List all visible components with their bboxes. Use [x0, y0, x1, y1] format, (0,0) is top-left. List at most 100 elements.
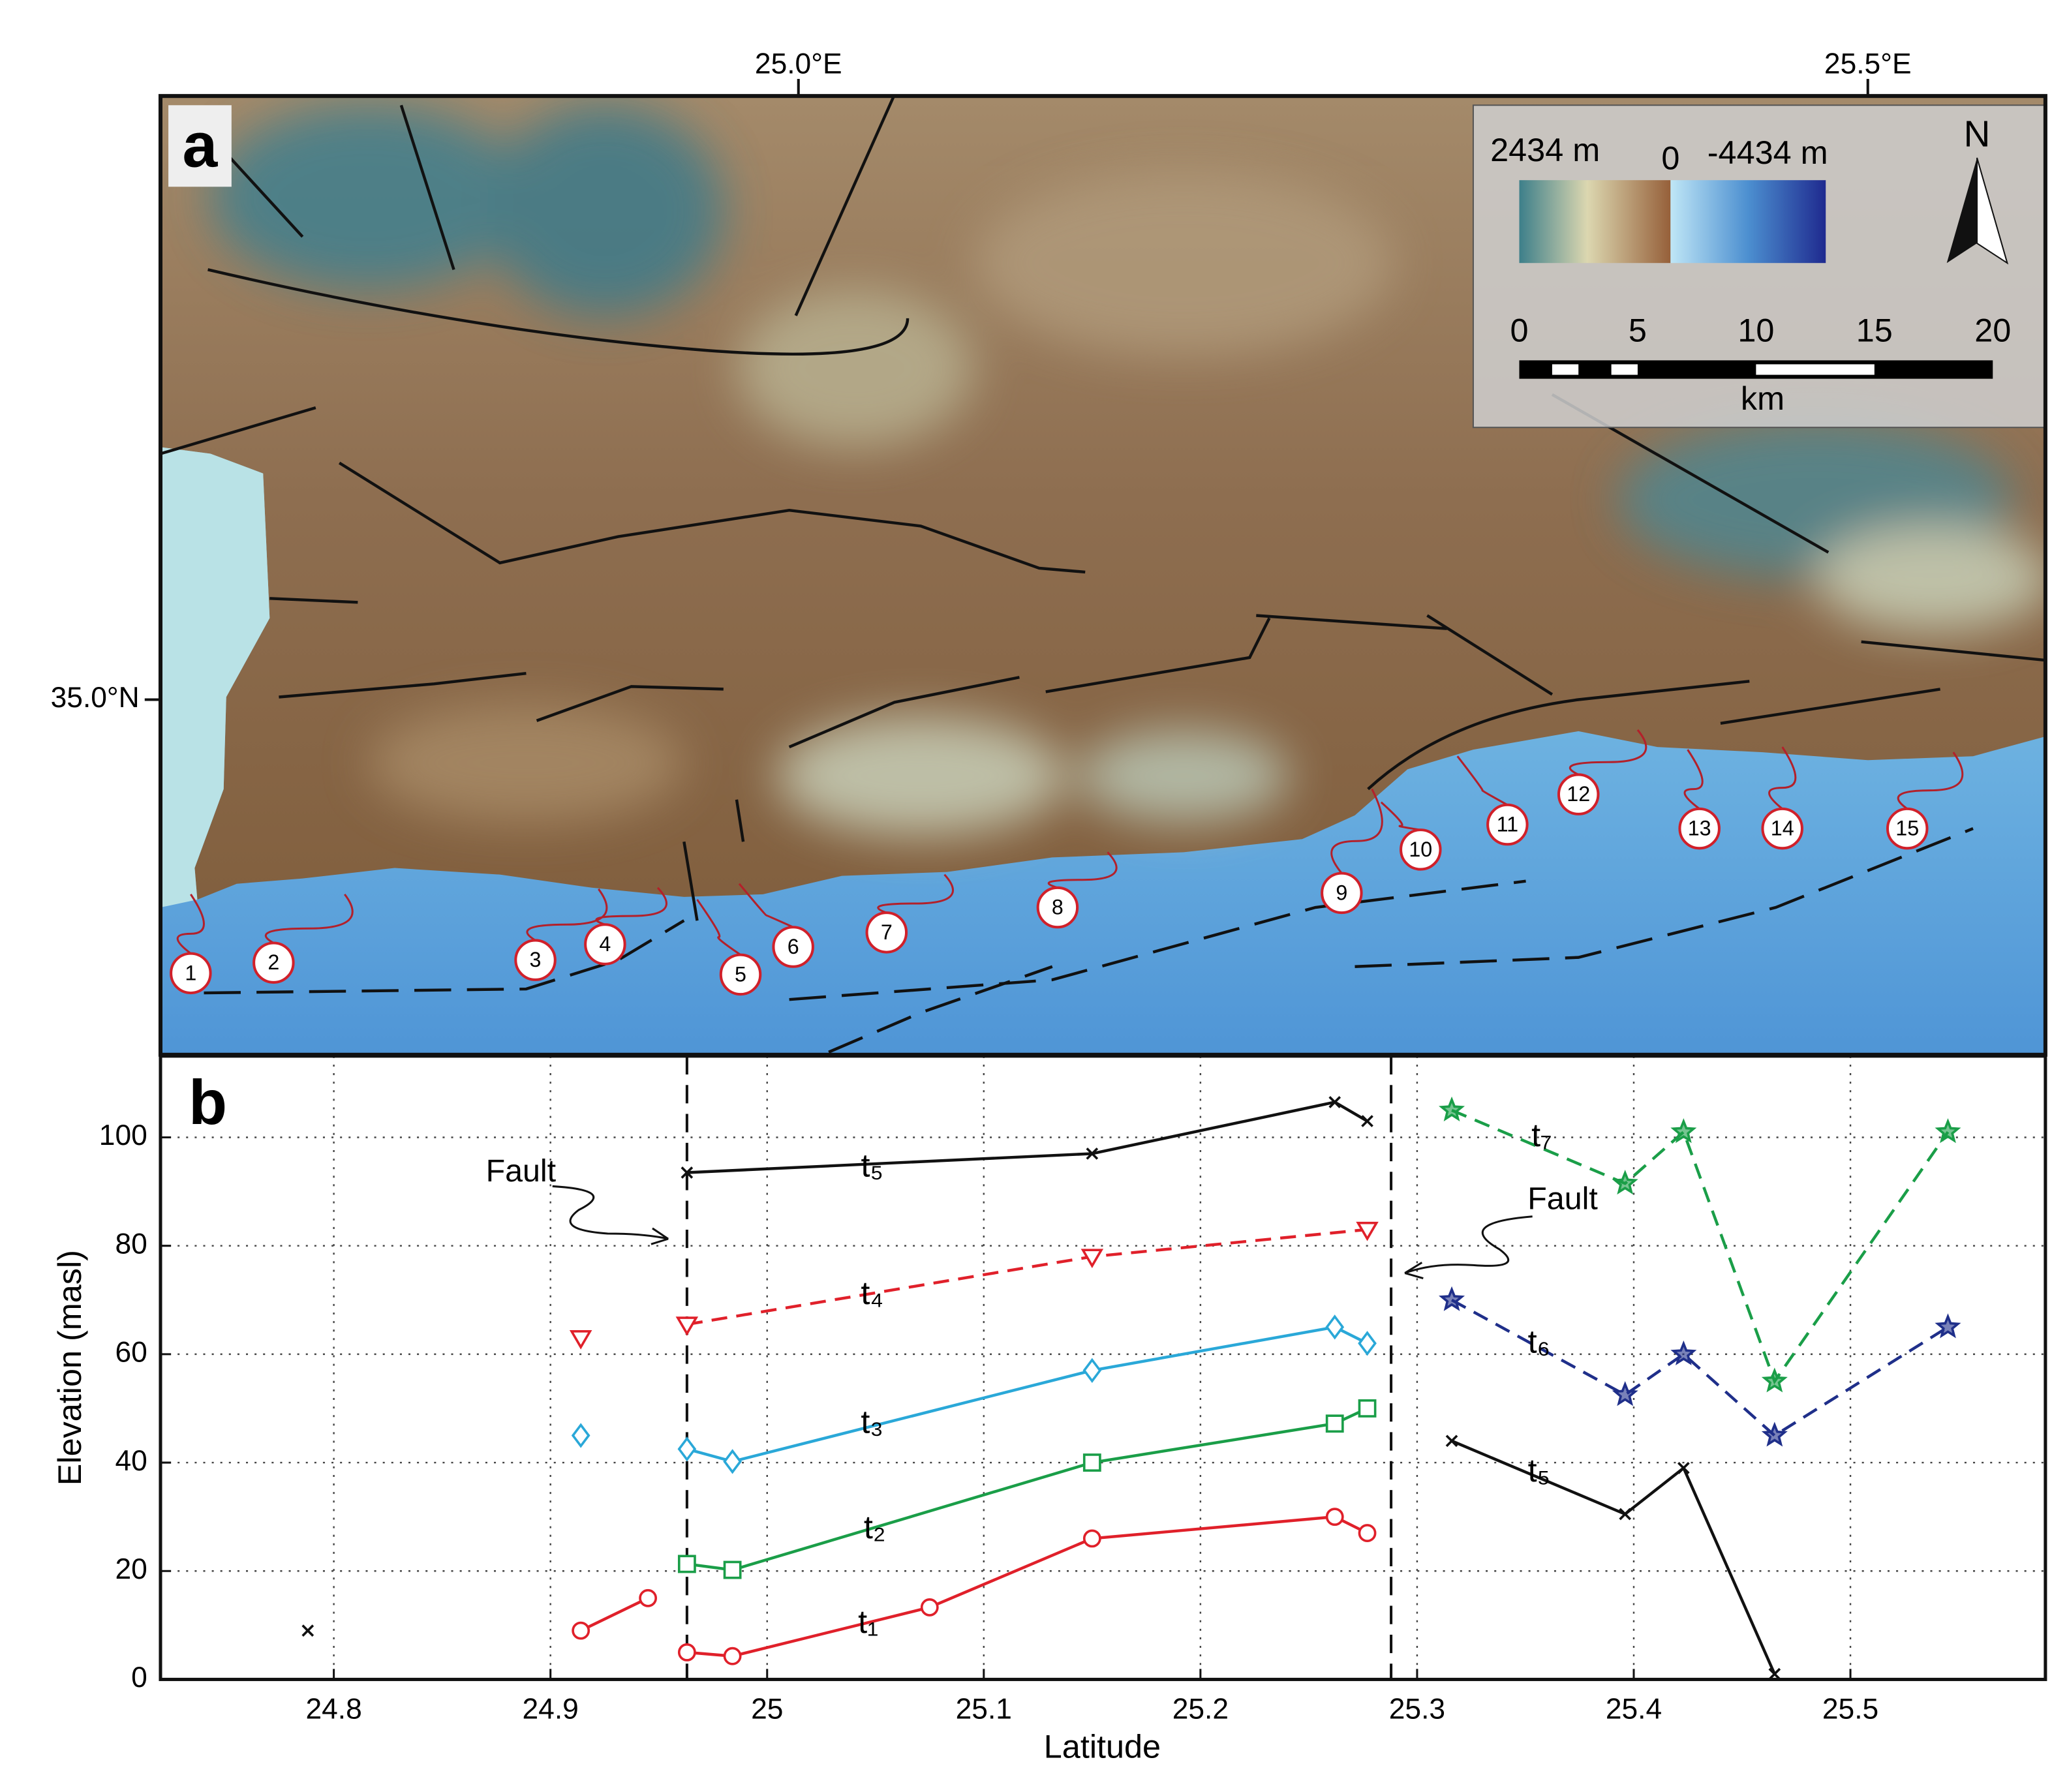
data-point: [1439, 1286, 1465, 1311]
colorbar-land: [1519, 180, 1671, 264]
site-circle: [514, 939, 557, 981]
data-point: [1325, 1414, 1344, 1433]
data-point: [1325, 1314, 1345, 1340]
series-line: [1451, 1439, 1776, 1675]
scale-label: 5: [1629, 311, 1647, 348]
data-point: [1619, 1508, 1632, 1521]
series-line: [580, 1515, 1368, 1658]
colorbar-sea: [1670, 180, 1826, 264]
site-label: 3: [530, 948, 542, 971]
site-label: 9: [1336, 881, 1347, 904]
data-point: [1358, 1524, 1377, 1542]
x-axis-label: Latitude: [1044, 1728, 1161, 1765]
series-label: t₅: [1528, 1451, 1550, 1489]
site-label: 12: [1567, 782, 1590, 806]
site-circle: [1036, 886, 1079, 929]
site-circle: [584, 923, 626, 965]
data-point: [723, 1560, 742, 1579]
legend-zero: 0: [1661, 139, 1679, 176]
data-point: [723, 1647, 742, 1665]
site-arrow: [1683, 749, 1704, 810]
faults: [160, 96, 2045, 1054]
annotation-arrow: [1404, 1262, 1424, 1280]
relief: [210, 105, 2045, 836]
lat-label: 35.0°N: [51, 682, 140, 714]
site-label: 11: [1497, 813, 1518, 836]
site-circle: [1486, 803, 1529, 846]
data-point: [1328, 1096, 1341, 1108]
site-arrow: [1330, 788, 1383, 874]
lon-label: 25.5°E: [1824, 48, 1912, 80]
legend-max: 2434 m: [1490, 131, 1600, 168]
site-label: 6: [788, 935, 799, 958]
data-point: [1082, 1453, 1101, 1472]
scale-bar-segment: [1756, 364, 1875, 375]
site-circle: [1557, 773, 1600, 815]
site-circle: [1761, 807, 1803, 850]
data-point: [1612, 1381, 1638, 1406]
x-tick-label: 25.2: [1172, 1693, 1229, 1725]
site-label: 15: [1895, 817, 1919, 840]
annotation: Fault: [486, 1153, 557, 1189]
data-point: [1935, 1313, 1961, 1339]
x-tick-label: 25: [751, 1693, 783, 1725]
series-line: [1451, 1108, 1950, 1385]
site-label: 1: [185, 961, 196, 984]
data-point: [677, 1555, 696, 1573]
data-point: [681, 1166, 694, 1179]
data-point: [1325, 1508, 1344, 1526]
series-label: t₆: [1528, 1323, 1550, 1360]
scale-bar-segment: [1611, 364, 1638, 375]
series-label: t₇: [1531, 1116, 1552, 1153]
series-label: t₄: [861, 1274, 883, 1311]
chart: 0 20 40 60 80 100 24.8 24.9 25 25.1 25.2 25.3 25.4 25…: [99, 1055, 2045, 1725]
y-tick-label: 20: [115, 1553, 147, 1585]
series-line: [686, 1228, 1368, 1326]
data-point: [677, 1436, 697, 1462]
site-circle: [772, 926, 814, 968]
y-axis-label: Elevation (masl): [51, 1250, 88, 1485]
site-label: 2: [268, 950, 279, 974]
scale-label: 15: [1856, 311, 1893, 348]
site-arrow: [696, 899, 741, 956]
gulf: [160, 447, 270, 908]
data-point: [301, 1624, 314, 1637]
data-point: [1358, 1399, 1377, 1418]
x-tick-label: 25.1: [956, 1693, 1012, 1725]
plot-frame: [159, 1054, 2047, 1681]
site-arrow: [526, 888, 608, 941]
y-tick-label: 60: [115, 1337, 147, 1369]
site-circle: [1400, 828, 1442, 871]
north-arrow: [1946, 157, 1978, 264]
north-label: N: [1964, 114, 1991, 155]
data-point: [677, 1643, 696, 1662]
site-label: 8: [1052, 896, 1064, 919]
scale-bar: 0 5 10 15 20: [1510, 311, 2011, 379]
series-label: t₁: [858, 1603, 878, 1640]
site-circle: [865, 911, 908, 954]
site-label: 14: [1771, 817, 1794, 840]
site-circle: [1321, 872, 1363, 915]
data-point: [920, 1598, 939, 1617]
data-point: [1082, 1529, 1101, 1548]
data-point: [1761, 1367, 1788, 1393]
x-tick-label: 25.3: [1389, 1693, 1445, 1725]
site-arrow: [1768, 746, 1797, 810]
data-point: [1935, 1118, 1961, 1144]
x-tick-label: 25.4: [1606, 1693, 1662, 1725]
site-arrow: [1569, 729, 1647, 776]
data-point: [1361, 1115, 1373, 1127]
y-tick-label: 80: [115, 1228, 147, 1260]
scale-unit: km: [1741, 380, 1784, 417]
data-point: [1761, 1421, 1788, 1447]
site-arrow: [877, 873, 954, 914]
data-point: [1768, 1667, 1781, 1680]
series-line: [686, 1101, 1368, 1174]
site-label: 5: [735, 962, 746, 986]
north-arrow: [1976, 157, 2009, 265]
x-tick-label: 24.8: [305, 1693, 361, 1725]
